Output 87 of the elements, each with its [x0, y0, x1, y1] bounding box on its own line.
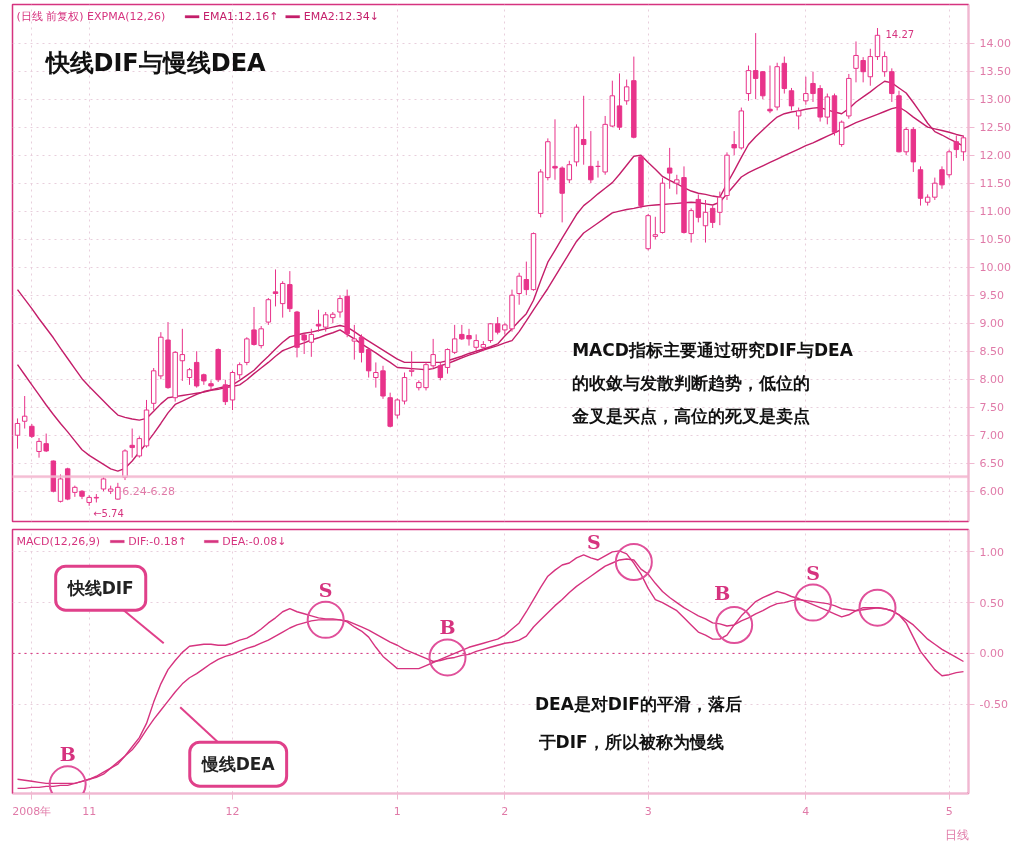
y-tick-label: -0.50 [979, 698, 1008, 712]
annotation: MACD指标主要通过研究DIF与DEA [572, 339, 854, 360]
x-tick-label: 3 [644, 804, 652, 818]
candlestick [745, 65, 752, 102]
y-tick-label: 13.00 [979, 93, 1011, 107]
candlestick [265, 297, 272, 326]
y-tick-label: 12.00 [979, 149, 1011, 163]
candlestick [960, 135, 967, 162]
x-tick-label: 2008年 [12, 804, 52, 818]
x-tick-label: 1 [393, 804, 401, 818]
y-tick-label: 8.00 [979, 373, 1004, 387]
y-tick-label: 11.50 [979, 177, 1011, 191]
annotation: ←5.74 [93, 508, 124, 520]
x-tick-label: 2 [501, 804, 509, 818]
legend-label: EMA2:12.34↓ [303, 10, 380, 23]
legend-label: DIF:-0.18↑ [128, 535, 187, 548]
annotation: 快线DIF [66, 578, 134, 599]
candlestick [767, 65, 773, 114]
y-tick-label: 6.50 [979, 457, 1004, 471]
y-tick-label: 12.50 [979, 121, 1011, 135]
annotation: 14.27 [885, 29, 915, 41]
candlestick [838, 119, 845, 148]
candlestick [14, 417, 21, 450]
candlestick [788, 87, 795, 111]
text: 日线 [944, 827, 969, 842]
y-tick-label: 10.00 [979, 261, 1011, 275]
candlestick [702, 199, 709, 244]
band-label: 6.24-6.28 [122, 484, 176, 498]
y-tick-label: 11.00 [979, 205, 1011, 219]
legend-label: DEA:-0.08↓ [222, 535, 287, 548]
candlestick [874, 27, 881, 61]
candlestick [21, 395, 28, 430]
y-tick-label: 10.50 [979, 233, 1011, 247]
candlestick [616, 72, 623, 131]
candlestick [408, 350, 415, 377]
annotation: S [806, 561, 820, 584]
y-tick-label: 9.00 [979, 317, 1004, 331]
annotation: 慢线DEA [200, 754, 276, 775]
x-tick-label: 12 [225, 804, 240, 818]
candlestick [588, 130, 594, 184]
candlestick [444, 347, 451, 375]
candlestick [208, 379, 214, 391]
y-tick-label: 7.50 [979, 401, 1004, 415]
annotation: B [439, 616, 456, 639]
annotation: 的收敛与发散判断趋势，低位的 [572, 372, 811, 393]
candlestick [666, 147, 673, 190]
y-tick-label: 0.00 [979, 647, 1004, 661]
y-tick-label: 1.00 [979, 545, 1004, 559]
candlestick [358, 333, 365, 363]
candlestick [315, 309, 322, 333]
y-tick-label: 7.00 [979, 429, 1004, 443]
y-tick-label: 6.00 [979, 485, 1004, 499]
annotation: B [59, 743, 76, 766]
candlestick [451, 324, 458, 355]
y-tick-label: 14.00 [979, 37, 1011, 51]
text: (日线 前复权) EXPMA(12,26) [16, 10, 166, 23]
point [306, 600, 345, 639]
x-tick-label: 5 [945, 804, 953, 818]
y-tick-label: 13.50 [979, 65, 1011, 79]
candlestick [351, 324, 358, 361]
legend-label: EMA1:12.16↑ [203, 10, 279, 23]
candlestick [272, 268, 279, 307]
x-tick-label: 4 [802, 804, 810, 818]
text: 快线DIF与慢线DEA [43, 48, 267, 77]
y-tick-label: 8.50 [979, 345, 1004, 359]
candlestick [953, 135, 960, 159]
annotation: S [586, 530, 601, 553]
point [793, 583, 832, 622]
y-tick-label: 9.50 [979, 289, 1004, 303]
point [428, 638, 467, 677]
text: MACD(12,26,9) [16, 535, 101, 548]
y-tick-label: 0.50 [979, 596, 1004, 610]
point [858, 588, 897, 627]
point [614, 543, 653, 581]
candlestick [795, 107, 802, 130]
annotation: 金叉是买点，高位的死叉是卖点 [571, 406, 811, 427]
point [715, 605, 754, 644]
annotation: S [318, 578, 333, 601]
candlestick [365, 347, 372, 379]
x-tick-label: 11 [82, 804, 97, 818]
candlestick [487, 322, 494, 344]
annotation: 于DIF，所以被称为慢线 [537, 731, 724, 752]
candlestick [401, 372, 408, 405]
candlestick [580, 95, 587, 166]
annotation: DEA是对DIF的平滑，落后 [534, 694, 742, 715]
candlestick [222, 379, 229, 406]
annotation: B [714, 581, 731, 604]
